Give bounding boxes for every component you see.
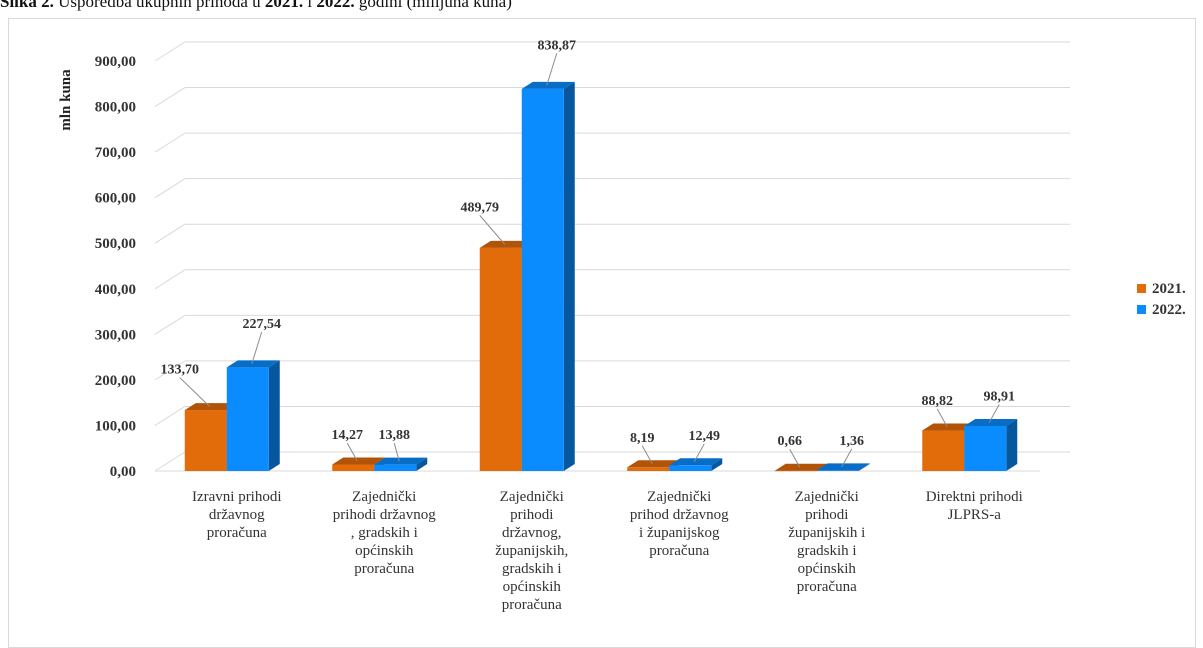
x-category-label: Zajednički prihod državnog i županijskog… <box>629 489 729 559</box>
bar-2022 <box>374 464 417 471</box>
bar-2021 <box>479 247 522 471</box>
x-category-label: Direktni prihodi JLPRS-a <box>925 489 1023 523</box>
bar-2022 <box>521 88 564 471</box>
grid-diagonal <box>154 269 186 290</box>
x-category-label: Izravni prihodi državnog proračuna <box>191 489 282 541</box>
y-tick-label: 900,00 <box>95 54 136 70</box>
data-label: 133,70 <box>161 363 200 378</box>
bar-top-2021 <box>184 403 238 411</box>
data-label-leader <box>936 408 948 428</box>
bar-side-2022 <box>711 458 723 471</box>
grid-diagonal <box>154 87 186 107</box>
caption-prefix: Slika 2. <box>0 0 54 11</box>
data-label: 227,54 <box>243 317 282 332</box>
x-category-label: Zajednički prihodi županijskih i gradski… <box>788 489 866 595</box>
legend-label-2022: 2022. <box>1152 302 1186 318</box>
data-label-leader <box>479 215 506 245</box>
data-label-leader <box>251 331 263 364</box>
grid-diagonal <box>154 360 186 381</box>
bar-top-2022 <box>521 81 575 89</box>
caption-text-a: Usporedba ukupnih prihoda u <box>53 0 265 11</box>
data-label: 13,88 <box>379 428 411 443</box>
grid-diagonal <box>154 41 186 62</box>
bar-top-2022 <box>964 418 1018 426</box>
data-label: 12,49 <box>689 429 721 444</box>
bar-2021 <box>774 470 817 472</box>
y-tick-label: 700,00 <box>95 145 136 161</box>
chart-frame <box>8 18 1196 648</box>
y-tick-label: 600,00 <box>95 191 136 207</box>
data-label: 88,82 <box>922 394 954 409</box>
caption-year-b: 2022. <box>316 0 355 11</box>
y-tick-label: 300,00 <box>95 327 136 343</box>
data-label: 98,91 <box>984 389 1016 404</box>
bar-2021 <box>922 430 965 471</box>
data-label-leader <box>546 53 558 86</box>
grid-diagonal <box>154 406 186 426</box>
bar-side-2022 <box>268 360 280 471</box>
y-tick-label: 400,00 <box>95 282 136 298</box>
bar-2022 <box>669 465 712 471</box>
data-label-leader <box>693 443 705 463</box>
legend-swatch-2021 <box>1137 284 1146 293</box>
data-label-leader <box>346 442 358 462</box>
data-label: 8,19 <box>630 431 655 446</box>
x-category-label: Zajednički prihodi državnog , gradskih i… <box>332 489 436 577</box>
y-tick-label: 0,00 <box>110 464 136 480</box>
bar-top-2021 <box>774 463 828 471</box>
data-label-leader <box>841 448 853 468</box>
data-label: 1,36 <box>840 434 865 449</box>
grid-diagonal <box>154 223 186 244</box>
bar-top-2021 <box>922 423 976 431</box>
data-label: 489,79 <box>461 200 500 215</box>
data-label-leader <box>641 445 653 465</box>
caption-year-a: 2021. <box>264 0 304 11</box>
bar-top-2022 <box>669 458 723 466</box>
data-label: 838,87 <box>538 38 577 53</box>
bar-side-2022 <box>563 81 575 471</box>
y-tick-label: 200,00 <box>95 373 136 389</box>
data-label-leader <box>988 404 1000 423</box>
data-label-leader <box>179 377 211 407</box>
bar-2021 <box>332 464 375 471</box>
bar-2022 <box>816 470 859 471</box>
y-tick-label: 100,00 <box>95 418 136 434</box>
grid-diagonal <box>154 451 186 472</box>
y-tick-label: 500,00 <box>95 236 136 252</box>
grid-diagonal <box>154 314 186 335</box>
y-tick-label: 800,00 <box>95 100 136 116</box>
y-axis-label: mln kuna <box>58 69 74 131</box>
bar-2021 <box>627 467 670 471</box>
bar-top-2021 <box>479 240 533 248</box>
bar-side-2022 <box>858 463 870 471</box>
legend-swatch-2022 <box>1137 305 1146 314</box>
bar-top-2022 <box>226 360 280 368</box>
legend-label-2021: 2021. <box>1152 281 1186 297</box>
bar-2022 <box>226 367 269 471</box>
caption-text-b: i <box>303 0 317 11</box>
bar-top-2021 <box>332 457 386 465</box>
x-category-label: Zajednički prihodi državnog, županijskih… <box>495 489 569 613</box>
grid-diagonal <box>154 132 186 153</box>
data-label: 14,27 <box>332 428 364 443</box>
bar-2021 <box>184 410 227 471</box>
figure-caption: Slika 2. Usporedba ukupnih prihoda u 202… <box>0 0 512 13</box>
data-label: 0,66 <box>778 434 803 449</box>
bar-top-2021 <box>627 460 681 468</box>
bar-top-2022 <box>374 457 428 465</box>
bar-2022 <box>964 425 1007 471</box>
data-label-leader <box>393 443 400 462</box>
bar-side-2022 <box>416 457 428 471</box>
bar-side-2022 <box>1006 418 1018 471</box>
data-label-leader <box>789 448 801 468</box>
grid-diagonal <box>154 178 186 199</box>
bar-top-2022 <box>816 463 870 471</box>
caption-text-c: godini (milijuna kuna) <box>354 0 512 11</box>
